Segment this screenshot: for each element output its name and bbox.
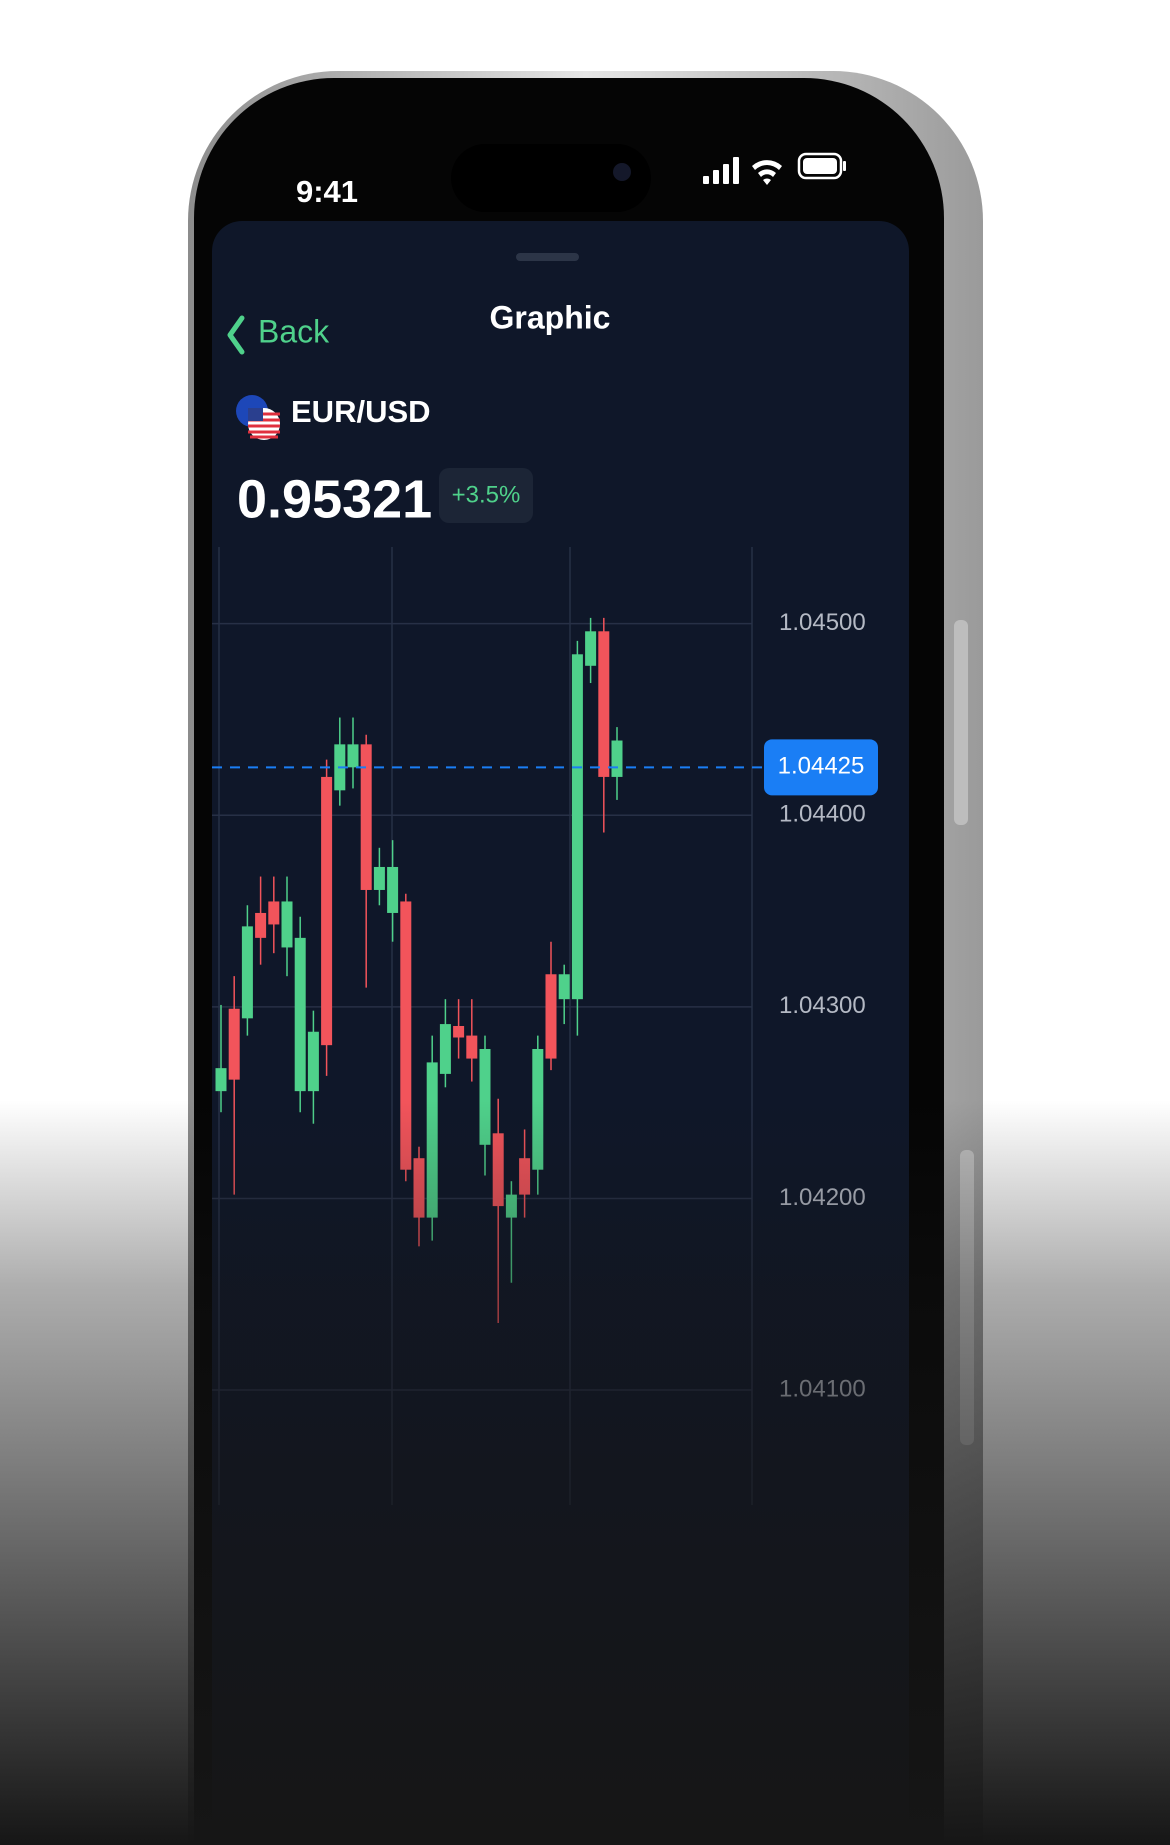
status-time: 9:41 — [296, 174, 358, 209]
screen-title: Graphic — [490, 299, 611, 335]
back-chevron[interactable] — [227, 315, 245, 355]
sheet-handle — [516, 253, 579, 261]
camera — [613, 163, 631, 181]
change-badge — [439, 468, 533, 523]
candle-body — [347, 744, 359, 768]
asset-price: 0.95321 — [237, 469, 432, 529]
candle-body — [294, 937, 306, 1092]
candle-body — [400, 901, 412, 1170]
candle-body — [241, 926, 253, 1019]
candle-body — [373, 866, 385, 890]
flag-icon — [236, 395, 280, 440]
y-tick-label: 1.04400 — [779, 801, 866, 828]
candle-body — [453, 1026, 465, 1038]
candle-body — [268, 901, 280, 925]
asset-pair: EUR/USD — [291, 394, 431, 429]
candle-body — [321, 776, 333, 1046]
candle-body — [545, 974, 557, 1059]
y-tick-label: 1.04300 — [779, 992, 866, 1019]
last-price-badge — [764, 739, 878, 796]
status-icons — [703, 152, 846, 185]
change-value: +3.5% — [452, 481, 521, 508]
candle-body — [585, 631, 597, 666]
candle-body — [281, 901, 293, 948]
candle-body — [307, 1031, 319, 1092]
candle-body — [558, 974, 570, 1000]
last-price-label: 1.04425 — [778, 753, 865, 780]
fade-overlay — [0, 1100, 1170, 1845]
side-button — [954, 620, 968, 825]
candle-body — [479, 1048, 491, 1145]
candle-body — [228, 1008, 240, 1080]
candle-body — [466, 1035, 478, 1059]
dynamic-island — [451, 144, 651, 212]
candle-body — [571, 654, 583, 1000]
candle-body — [360, 744, 372, 890]
candle-body — [387, 866, 399, 913]
back-button[interactable]: Back — [258, 313, 330, 349]
candle-body — [255, 912, 267, 938]
candle-body — [215, 1068, 227, 1092]
candle-body — [611, 740, 623, 777]
candle-body — [439, 1024, 451, 1074]
candle-body — [598, 631, 610, 777]
y-tick-label: 1.04500 — [779, 609, 866, 636]
